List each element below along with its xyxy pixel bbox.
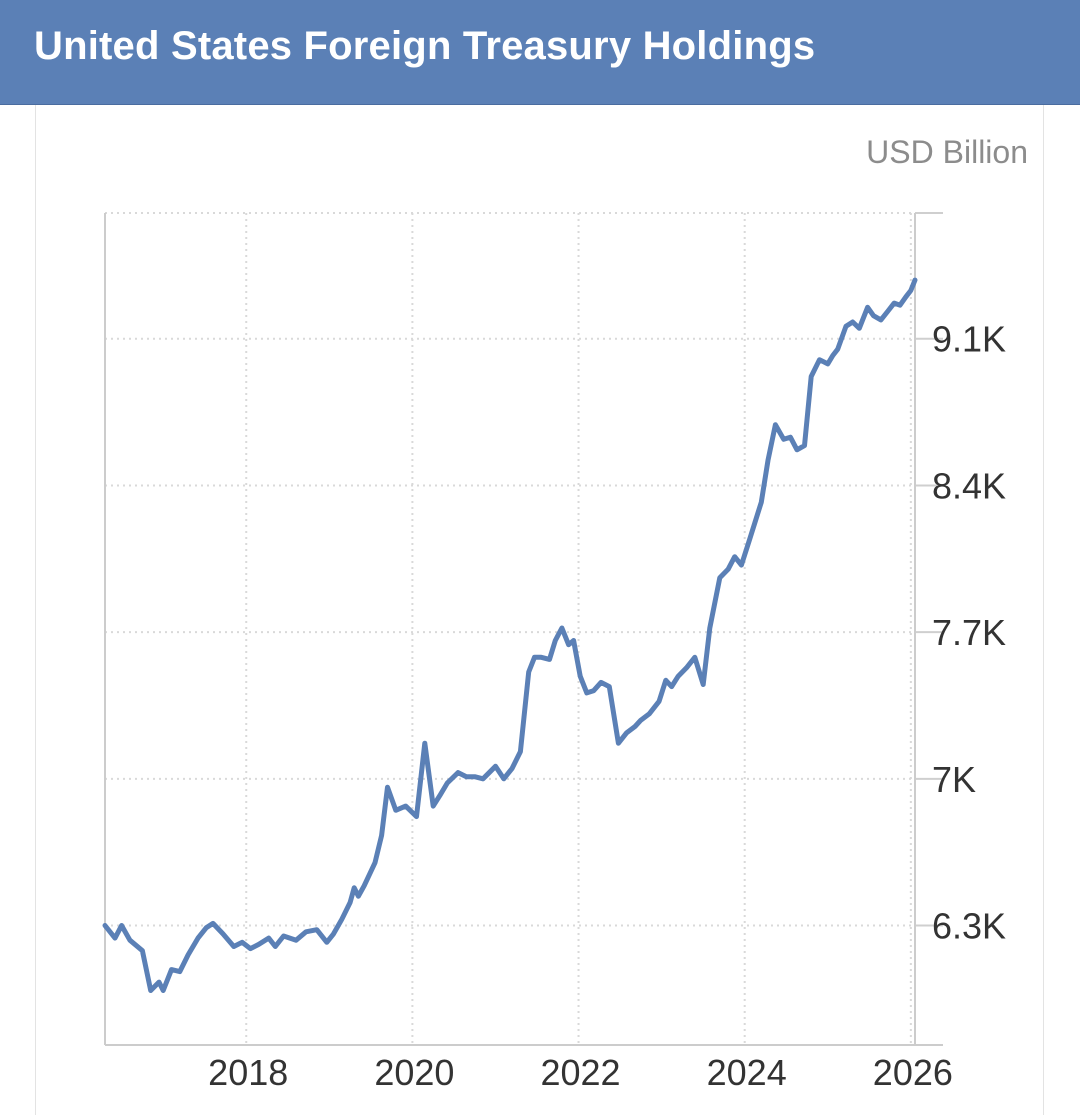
axes — [104, 213, 943, 1046]
panel-border-left — [35, 105, 36, 1115]
x-tick-label: 2026 — [873, 1052, 953, 1093]
x-tick-label: 2024 — [707, 1052, 787, 1093]
y-tick-label: 7K — [932, 759, 976, 800]
y-tick-label: 8.4K — [932, 465, 1006, 506]
y-tick-label: 6.3K — [932, 906, 1006, 947]
panel-border-right — [1043, 105, 1044, 1115]
chart-header: United States Foreign Treasury Holdings — [0, 0, 1080, 105]
series-layer — [102, 277, 918, 993]
y-tick-label: 9.1K — [932, 319, 1006, 360]
y-axis-ticks: 6.3K 7K 7.7K 8.4K 9.1K — [932, 319, 1006, 947]
series-line — [102, 277, 918, 993]
y-tick-label: 7.7K — [932, 612, 1006, 653]
unit-label: USD Billion — [866, 134, 1028, 170]
grid — [105, 212, 943, 1045]
x-tick-label: 2018 — [208, 1052, 288, 1093]
x-tick-label: 2022 — [540, 1052, 620, 1093]
x-axis-ticks: 2018 2020 2022 2024 2026 — [208, 1052, 953, 1093]
chart-title: United States Foreign Treasury Holdings — [34, 24, 816, 68]
x-tick-label: 2020 — [374, 1052, 454, 1093]
